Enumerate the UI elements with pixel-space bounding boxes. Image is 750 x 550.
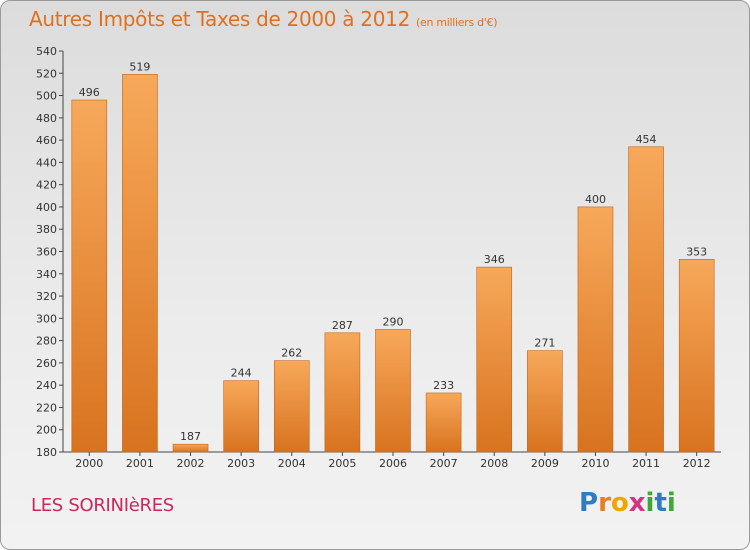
bar-2005 xyxy=(324,332,361,453)
bar-value-label-2004: 262 xyxy=(281,347,302,360)
logo-letter: x xyxy=(628,488,646,518)
y-tick-label: 420 xyxy=(36,179,57,192)
bar-value-label-2002: 187 xyxy=(180,430,201,443)
x-tick-label-2004: 2004 xyxy=(278,457,306,470)
x-tick-label-2000: 2000 xyxy=(75,457,103,470)
bar-2009 xyxy=(527,350,563,453)
y-tick-label: 440 xyxy=(36,156,57,169)
x-tick-label-2003: 2003 xyxy=(227,457,255,470)
bar-value-label-2007: 233 xyxy=(433,379,454,392)
logo-letter: o xyxy=(610,488,629,518)
y-tick-label: 260 xyxy=(36,357,57,370)
chart-unit-note: (en milliers d'€) xyxy=(416,16,498,29)
bar-value-label-2010: 400 xyxy=(585,193,606,206)
chart-title-text: Autres Impôts et Taxes de 2000 à 2012 xyxy=(29,7,410,31)
y-tick-label: 460 xyxy=(36,134,57,147)
chart-title: Autres Impôts et Taxes de 2000 à 2012 (en… xyxy=(29,7,497,31)
x-tick-label-2011: 2011 xyxy=(632,457,660,470)
bar-2001 xyxy=(122,74,158,453)
logo-letter: t xyxy=(654,488,667,518)
bar-value-label-2008: 346 xyxy=(484,253,505,266)
x-tick-label-2005: 2005 xyxy=(328,457,356,470)
bar-value-label-2003: 244 xyxy=(231,367,252,380)
bar-value-label-2009: 271 xyxy=(534,337,555,350)
x-tick-label-2002: 2002 xyxy=(177,457,205,470)
bar-2004 xyxy=(273,360,310,453)
x-tick-label-2006: 2006 xyxy=(379,457,407,470)
bar-value-label-2012: 353 xyxy=(686,245,707,258)
logo-letter: i xyxy=(645,488,655,518)
bar-2002 xyxy=(172,443,209,453)
bar-value-label-2005: 287 xyxy=(332,319,353,332)
bar-2008 xyxy=(476,266,513,453)
x-tick-label-2007: 2007 xyxy=(430,457,458,470)
chart-axes: 180 200 220 240 260 280 300 320 340 360 380 400 420 4… xyxy=(36,45,721,470)
bar-2010 xyxy=(577,206,614,453)
bar-value-label-2000: 496 xyxy=(79,86,100,99)
y-tick-label: 480 xyxy=(36,112,57,125)
x-tick-label-2010: 2010 xyxy=(581,457,609,470)
proxiti-logo[interactable]: Proxiti xyxy=(579,488,676,518)
y-tick-label: 360 xyxy=(36,246,57,259)
bar-2007 xyxy=(425,392,462,453)
y-tick-label: 340 xyxy=(36,268,57,281)
bar-value-label-2006: 290 xyxy=(383,315,404,328)
y-tick-label: 380 xyxy=(36,223,57,236)
bar-2000 xyxy=(71,99,108,453)
y-tick-label: 280 xyxy=(36,335,57,348)
bar-2003 xyxy=(223,380,259,453)
chart-bars xyxy=(71,74,715,453)
bar-value-label-2001: 519 xyxy=(129,60,150,73)
x-tick-label-2009: 2009 xyxy=(531,457,559,470)
y-tick-label: 500 xyxy=(36,90,57,103)
commune-name: LES SORINIèRES xyxy=(31,495,174,516)
bar-value-label-2011: 454 xyxy=(636,133,657,146)
logo-letter: P xyxy=(579,488,599,518)
bar-2012 xyxy=(678,258,715,453)
x-tick-label-2001: 2001 xyxy=(126,457,154,470)
y-tick-label: 320 xyxy=(36,290,57,303)
x-tick-label-2012: 2012 xyxy=(683,457,711,470)
bar-2006 xyxy=(375,329,411,453)
y-tick-label: 240 xyxy=(36,379,57,392)
y-tick-label: 180 xyxy=(36,446,57,459)
y-tick-label: 520 xyxy=(36,67,57,80)
logo-letter: r xyxy=(598,488,611,518)
x-tick-label-2008: 2008 xyxy=(480,457,508,470)
y-tick-label: 220 xyxy=(36,401,57,414)
chart-data-labels: 496 519 187 244 262 287 290 233 346 271 400 454 353 xyxy=(79,60,707,443)
y-tick-label: 300 xyxy=(36,312,57,325)
logo-letter: i xyxy=(666,488,676,518)
y-tick-label: 400 xyxy=(36,201,57,214)
y-tick-label: 540 xyxy=(36,45,57,58)
y-tick-label: 200 xyxy=(36,424,57,437)
bar-2011 xyxy=(628,146,664,453)
